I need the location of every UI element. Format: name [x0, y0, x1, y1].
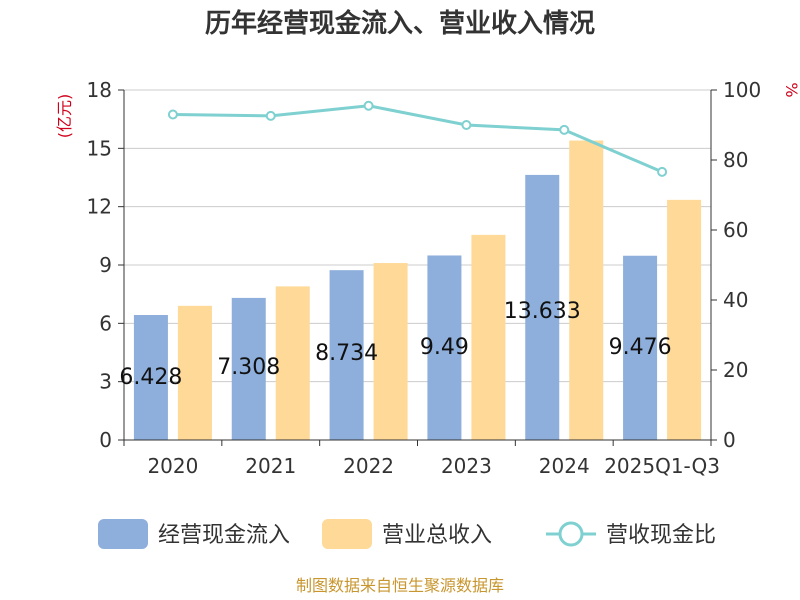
bar-cash-inflow: [329, 270, 364, 440]
bar-cash-inflow: [525, 174, 560, 441]
gridlines: [124, 89, 711, 383]
legend-swatch: [98, 519, 148, 549]
legend: 经营现金流入 营业总收入 营收现金比: [98, 519, 716, 549]
chart-title: 历年经营现金流入、营业收入情况: [205, 8, 595, 39]
left-tick-label: 3: [99, 370, 112, 394]
legend-label: 经营现金流入: [158, 523, 290, 548]
legend-label: 营业总收入: [382, 523, 492, 548]
ratio-point: [265, 110, 276, 121]
ratio-line: [167, 100, 668, 177]
left-tick-label: 0: [99, 428, 112, 452]
bar-revenue: [667, 199, 702, 440]
right-tick-label: 80: [723, 148, 748, 172]
source-note: 制图数据来自恒生聚源数据库: [296, 576, 504, 595]
legend-marker: [558, 521, 584, 547]
ratio-point: [167, 109, 178, 120]
right-tick-label: 20: [723, 358, 748, 382]
bar-cash-inflow: [427, 255, 462, 440]
left-tick-label: 12: [87, 195, 112, 219]
bar-data-label: 8.734: [315, 341, 378, 366]
ratio-point: [461, 120, 472, 130]
bar-cash-inflow: [231, 297, 266, 440]
axes: 0 3 6 9 12 15 18 0 20 40 60 80 100 2020 2021 2022 2023 20…: [87, 78, 762, 478]
x-tick-label: 2023: [441, 454, 492, 478]
right-tick-label: 40: [723, 288, 748, 312]
bar-revenue: [275, 286, 310, 440]
right-tick-label: 100: [723, 78, 761, 102]
left-tick-label: 6: [99, 311, 112, 335]
bar-data-label: 9.476: [609, 335, 672, 360]
bar-revenue: [177, 305, 212, 440]
bar-revenue: [471, 234, 506, 440]
right-tick-label: 0: [723, 428, 736, 452]
bars: [133, 140, 702, 441]
legend-swatch: [322, 519, 372, 549]
legend-label: 营收现金比: [606, 523, 716, 548]
bar-cash-inflow: [623, 255, 658, 440]
ratio-point: [363, 100, 374, 111]
left-tick-label: 15: [87, 136, 112, 160]
bar-cash-inflow: [133, 315, 168, 440]
x-tick-label: 2020: [147, 454, 198, 478]
bar-data-label: 9.49: [420, 335, 469, 360]
x-tick-label: 2022: [343, 454, 394, 478]
bar-data-label: 13.633: [504, 299, 581, 324]
right-axis-unit: %: [782, 82, 800, 97]
bar-revenue: [373, 263, 408, 440]
x-tick-label: 2024: [539, 454, 590, 478]
ratio-polyline: [172, 104, 663, 174]
ratio-point: [657, 166, 668, 177]
left-tick-label: 9: [99, 253, 112, 277]
data-labels: 6.428 7.308 8.734 9.49 13.633 9.476: [119, 299, 671, 390]
left-tick-label: 18: [87, 78, 112, 102]
ratio-point: [559, 124, 570, 135]
x-tick-label: 2021: [245, 454, 296, 478]
x-tick-label: 2025Q1-Q3: [604, 454, 720, 478]
bar-data-label: 7.308: [217, 355, 280, 380]
left-axis-unit: (亿元): [55, 94, 74, 139]
bar-revenue: [569, 140, 604, 441]
right-tick-label: 60: [723, 218, 748, 242]
bar-data-label: 6.428: [119, 365, 182, 390]
